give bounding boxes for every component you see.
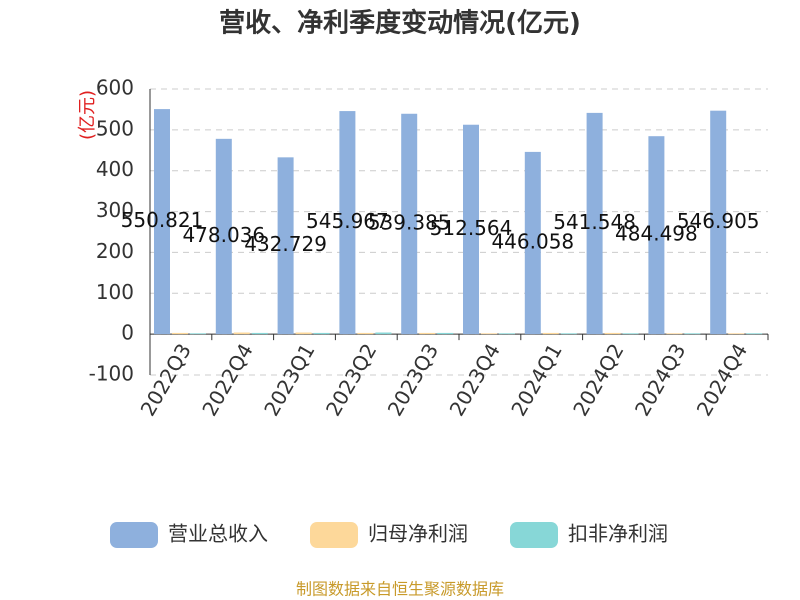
data-label: 446.058 bbox=[491, 230, 574, 254]
x-tick-label: 2024Q2 bbox=[568, 339, 628, 420]
bar bbox=[172, 332, 188, 335]
y-tick-label: 500 bbox=[96, 116, 134, 140]
bar bbox=[437, 332, 454, 335]
bar bbox=[648, 136, 665, 335]
x-tick-label: 2024Q3 bbox=[630, 339, 690, 420]
data-label: 432.729 bbox=[244, 232, 327, 256]
bar bbox=[233, 332, 250, 335]
y-axis-label: (亿元) bbox=[77, 90, 98, 140]
legend-label: 营业总收入 bbox=[168, 522, 268, 546]
bar bbox=[499, 333, 515, 335]
x-tick-label: 2024Q1 bbox=[506, 339, 566, 420]
x-tick-label: 2023Q2 bbox=[321, 339, 381, 420]
y-tick-label: 300 bbox=[96, 198, 134, 222]
bar bbox=[481, 333, 497, 335]
bar bbox=[604, 332, 621, 335]
bar bbox=[560, 333, 577, 335]
data-label: 550.821 bbox=[121, 208, 204, 232]
bar bbox=[401, 113, 418, 335]
legend-label: 归母净利润 bbox=[368, 522, 468, 546]
bar bbox=[295, 332, 312, 335]
bar bbox=[746, 333, 763, 335]
bar bbox=[684, 333, 701, 335]
data-label: 478.036 bbox=[182, 223, 265, 247]
bar bbox=[375, 332, 392, 335]
bar bbox=[154, 109, 170, 335]
y-tick-label: 200 bbox=[96, 239, 134, 263]
chart-title: 营收、净利季度变动情况(亿元) bbox=[219, 8, 581, 39]
bar bbox=[728, 333, 745, 335]
y-tick-label: 0 bbox=[121, 321, 134, 345]
legend-label: 扣非净利润 bbox=[568, 522, 668, 546]
y-tick-label: 100 bbox=[96, 280, 134, 304]
data-label: 541.548 bbox=[553, 210, 636, 234]
bar bbox=[357, 332, 374, 335]
bar bbox=[251, 332, 268, 335]
x-tick-label: 2022Q4 bbox=[197, 339, 257, 420]
legend-swatch bbox=[510, 522, 558, 548]
data-label: 545.967 bbox=[306, 209, 389, 233]
bar bbox=[313, 332, 330, 335]
legend-swatch bbox=[310, 522, 358, 548]
bar bbox=[710, 110, 727, 335]
y-tick-label: -100 bbox=[89, 362, 134, 386]
legend-swatch bbox=[110, 522, 158, 548]
y-tick-label: 600 bbox=[96, 76, 134, 100]
x-tick-label: 2022Q3 bbox=[136, 339, 196, 420]
data-label: 512.564 bbox=[430, 216, 513, 240]
bar bbox=[215, 138, 232, 335]
bar bbox=[339, 111, 356, 335]
source-note: 制图数据来自恒生聚源数据库 bbox=[296, 580, 504, 599]
x-tick-label: 2023Q4 bbox=[445, 339, 505, 420]
bar bbox=[463, 124, 479, 335]
bar bbox=[277, 157, 294, 335]
bar bbox=[666, 333, 683, 335]
data-label: 484.498 bbox=[615, 222, 698, 246]
x-tick-label: 2024Q4 bbox=[692, 339, 752, 420]
bar bbox=[419, 332, 436, 335]
bar bbox=[622, 333, 639, 335]
data-label: 546.905 bbox=[677, 209, 760, 233]
data-label: 539.385 bbox=[368, 210, 451, 234]
x-tick-label: 2023Q1 bbox=[259, 339, 319, 420]
x-tick-label: 2023Q3 bbox=[383, 339, 443, 420]
bar bbox=[524, 151, 541, 335]
bar bbox=[542, 332, 559, 335]
bar bbox=[586, 112, 603, 335]
bar bbox=[190, 333, 206, 335]
y-tick-label: 400 bbox=[96, 157, 134, 181]
